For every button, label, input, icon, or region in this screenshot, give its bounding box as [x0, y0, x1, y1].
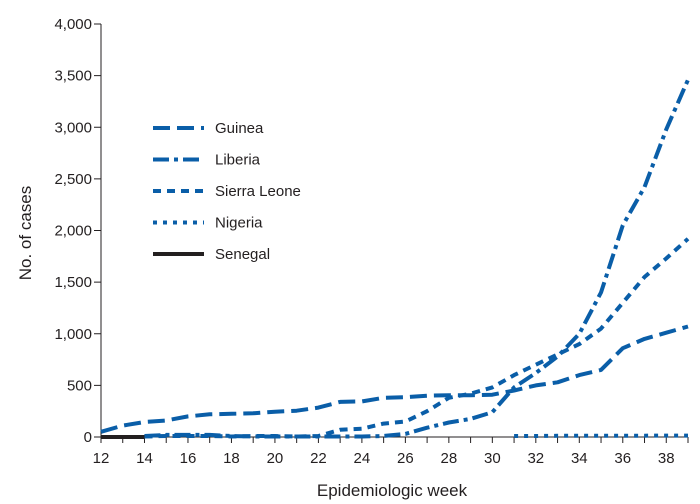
x-tick-label: 38	[658, 450, 675, 467]
x-axis-title: Epidemiologic week	[317, 481, 468, 500]
y-tick-label: 2,000	[54, 223, 92, 240]
x-tick-label: 22	[310, 450, 327, 467]
x-tick-label: 32	[527, 450, 544, 467]
y-tick-label: 2,500	[54, 171, 92, 188]
x-tick-label: 28	[441, 450, 458, 467]
y-tick-label: 1,500	[54, 274, 92, 291]
x-tick-label: 34	[571, 450, 588, 467]
y-tick-label: 0	[84, 429, 92, 446]
series-line-sierra-leone	[144, 237, 690, 439]
y-tick-label: 1,000	[54, 326, 92, 343]
x-tick-label: 16	[180, 450, 197, 467]
y-axis-title: No. of cases	[16, 186, 35, 281]
x-tick-label: 26	[397, 450, 414, 467]
x-tick-label: 18	[223, 450, 240, 467]
series-layer	[100, 78, 690, 439]
series-line-guinea	[100, 324, 689, 434]
legend-label-guinea: Guinea	[215, 120, 264, 137]
x-tick-label: 24	[354, 450, 371, 467]
axes: 0 500 1,000 1,500 2,000 2,500 3,000 3,500 4,000 1…	[54, 16, 689, 467]
legend-label-liberia: Liberia	[215, 152, 261, 169]
x-tick-label: 20	[267, 450, 284, 467]
x-tick-label: 36	[614, 450, 631, 467]
y-tick-label: 3,000	[54, 119, 92, 136]
y-tick-label: 3,500	[54, 68, 92, 85]
x-tick-label: 12	[93, 450, 110, 467]
legend-label-senegal: Senegal	[215, 246, 270, 263]
x-tick-label: 30	[484, 450, 501, 467]
y-tick-label: 4,000	[54, 16, 92, 33]
legend: Guinea Liberia Sierra Leone Nigeria Senegal	[153, 120, 301, 263]
legend-label-sierra-leone: Sierra Leone	[215, 183, 301, 200]
y-tick-label: 500	[67, 377, 92, 394]
legend-label-nigeria: Nigeria	[215, 215, 263, 232]
x-tick-label: 14	[136, 450, 153, 467]
